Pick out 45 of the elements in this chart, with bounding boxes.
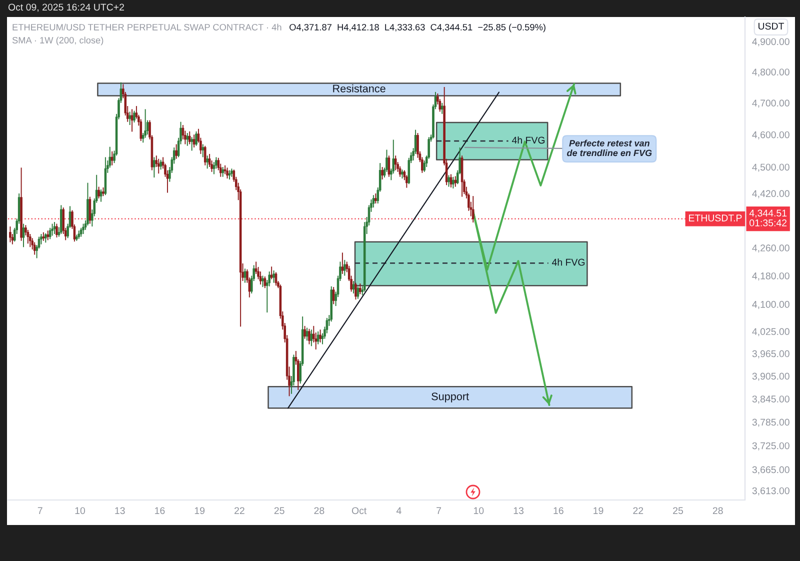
y-tick-label: 4,600.00 [752,131,790,140]
x-tick-label: 19 [194,507,205,514]
x-tick-label: 16 [155,507,165,514]
x-tick-label: 28 [712,507,723,514]
y-tick-label: 3,725.00 [752,442,790,450]
text: ETHEREUM/USD TETHER PERPETUAL SWAP CONTRACT · 4h [12,24,282,30]
x-tick-label: 10 [474,507,484,514]
x-tick-label: 7 [38,507,42,514]
x-tick-label: 13 [115,507,125,514]
text: O4,371.87 H4,412.18 L4,333.63 C4,344.51 −25.85 (−0.59%) [290,24,546,32]
x-tick-label: 19 [594,507,604,514]
y-tick-label: 4,100.00 [752,300,790,309]
x-tick-label: 7 [436,507,442,514]
y-tick-label: 4,180.00 [752,272,790,280]
x-tick-label: 22 [234,507,244,514]
x-tick-label: 16 [554,507,564,514]
y-tick-label: 4,420.00 [752,190,790,198]
text: 4,344.51 01:35:42 [749,210,787,226]
x-tick-label: Oct [352,507,367,514]
y-tick-label: 4,900.00 [752,38,790,46]
annotation: SMA · 1W (200, close) [12,36,104,46]
y-tick-label: 4,260.00 [752,244,790,253]
annotation: Perfecte retest van de trendline en FVG [567,140,652,156]
y-tick-label: 4,800.00 [752,68,790,77]
x-tick-label: 4 [396,507,402,514]
x-tick-label: 28 [314,507,324,514]
x-tick-label: 10 [75,507,86,514]
x-tick-label: 25 [673,507,683,514]
text: Oct 09, 2025 16:24 UTC+2 [8,4,124,12]
y-tick-label: 4,500.00 [752,164,790,172]
y-tick-label: 4,700.00 [752,100,790,108]
text: Support [432,392,469,402]
y-tick-label: 3,965.00 [752,350,790,358]
x-tick-label: 13 [514,507,524,514]
y-tick-label: 3,785.00 [752,418,790,427]
y-tick-label: 3,613.00 [752,487,790,496]
x-tick-label: 25 [274,507,284,514]
y-tick-label: 3,905.00 [752,372,790,381]
y-tick-label: 3,845.00 [752,396,790,404]
y-tick-label: 4,025.00 [752,328,790,336]
ref-line-label: ETHUSDT.P [689,214,742,222]
y-axis-title: USDT [758,22,784,30]
x-tick-label: 22 [633,507,644,514]
text: Resistance [333,84,386,92]
y-tick-label: 3,665.00 [752,466,790,474]
